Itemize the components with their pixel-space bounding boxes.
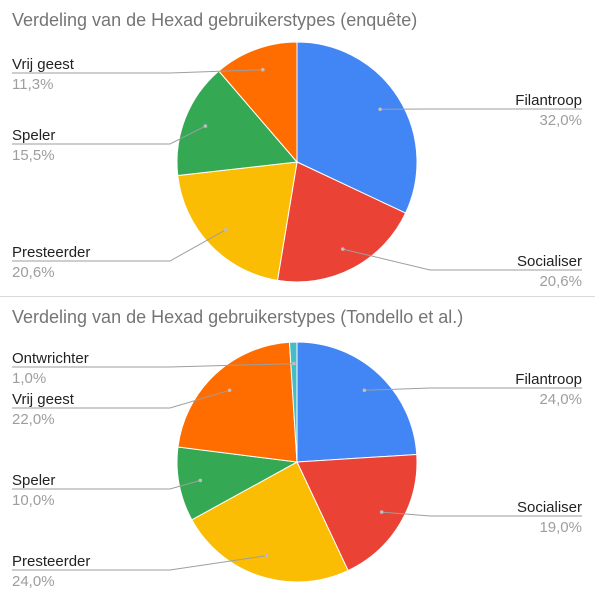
- leader-line: [342, 248, 582, 271]
- pie-chart-tondello: Verdeling van de Hexad gebruikerstypes (…: [0, 297, 595, 593]
- leader-line: [12, 229, 226, 262]
- slice-percent-label: 15,5%: [12, 147, 55, 164]
- slice-percent-label: 11,3%: [12, 76, 53, 93]
- chart-title: Verdeling van de Hexad gebruikerstypes (…: [12, 10, 418, 30]
- leader-dot: [379, 510, 384, 514]
- slice-name-label: Ontwrichter: [12, 350, 89, 367]
- leader-dot: [203, 124, 208, 128]
- slice-percent-label: 20,6%: [12, 264, 55, 281]
- slice-name-label: Socialiser: [517, 253, 582, 270]
- pie-label-ontwrichter: Ontwrichter 1,0%: [12, 350, 296, 387]
- pie-label-speler: Speler 15,5%: [12, 124, 208, 164]
- slice-percent-label: 10,0%: [12, 492, 55, 509]
- slice-percent-label: 20,6%: [539, 273, 582, 290]
- pie-svg: Vrij geest 11,3% Speler 15,5% Presteerder 20,…: [12, 41, 582, 290]
- leader-line: [12, 479, 201, 490]
- leader-line: [381, 511, 582, 517]
- pie-label-filantroop: Filantroop 32,0%: [378, 92, 582, 129]
- pie-slice-vrij-geest: [218, 41, 298, 164]
- leader-line: [12, 389, 230, 409]
- pie-slice-presteerder: [177, 161, 298, 281]
- leader-dot: [198, 478, 203, 483]
- leader-dot: [264, 553, 269, 558]
- pie-label-speler: Speler 10,0%: [12, 472, 203, 509]
- leader-line: [12, 363, 294, 368]
- leader-dot: [227, 388, 232, 393]
- leader-dot: [261, 67, 265, 72]
- chart-title: Verdeling van de Hexad gebruikerstypes (…: [12, 307, 464, 327]
- pie-chart-enquete: Verdeling van de Hexad gebruikerstypes (…: [0, 0, 595, 296]
- pie-slice-speler: [176, 446, 299, 521]
- leader-line: [12, 555, 267, 571]
- slice-percent-label: 22,0%: [12, 411, 55, 428]
- pie-slice-speler: [176, 70, 298, 177]
- pie-slice-filantroop: [296, 341, 418, 463]
- slice-name-label: Vrij geest: [12, 391, 75, 408]
- slice-percent-label: 19,0%: [539, 519, 582, 536]
- leader-dot: [292, 361, 296, 366]
- pie-label-presteerder: Presteerder 24,0%: [12, 553, 269, 590]
- slice-percent-label: 1,0%: [12, 370, 46, 387]
- slice-name-label: Speler: [12, 472, 55, 489]
- pie-slice-vrij-geest: [177, 341, 298, 463]
- pie-slice-ontwrichter: [288, 341, 298, 463]
- slice-name-label: Speler: [12, 127, 55, 144]
- leader-dot: [341, 247, 345, 251]
- pie-slice-socialiser: [296, 453, 418, 572]
- slice-percent-label: 32,0%: [539, 112, 582, 129]
- slice-percent-label: 24,0%: [12, 573, 55, 590]
- pie-label-filantroop: Filantroop 24,0%: [362, 371, 582, 408]
- leader-dot: [378, 107, 382, 112]
- pie-label-presteerder: Presteerder 20,6%: [12, 228, 228, 281]
- slice-name-label: Filantroop: [515, 92, 582, 109]
- leader-dot: [223, 228, 228, 232]
- leader-dot: [362, 388, 367, 393]
- pie-label-socialiser: Socialiser 19,0%: [379, 499, 582, 536]
- pie-label-vrij-geest: Vrij geest 11,3%: [12, 56, 265, 93]
- pie-slice-socialiser: [276, 161, 407, 283]
- slice-name-label: Presteerder: [12, 244, 90, 261]
- pie-slice-filantroop: [296, 41, 418, 214]
- slice-percent-label: 24,0%: [539, 391, 582, 408]
- pie-label-vrij-geest: Vrij geest 22,0%: [12, 388, 232, 428]
- slice-name-label: Vrij geest: [12, 56, 75, 73]
- pie-label-socialiser: Socialiser 20,6%: [341, 247, 582, 290]
- pie-svg: Ontwrichter 1,0% Vrij geest 22,0% Speler 10,0…: [12, 341, 582, 590]
- slice-name-label: Socialiser: [517, 499, 582, 516]
- slice-name-label: Filantroop: [515, 371, 582, 388]
- leader-line: [12, 125, 206, 145]
- slice-name-label: Presteerder: [12, 553, 90, 570]
- leader-line: [12, 69, 263, 74]
- leader-line: [364, 387, 582, 391]
- chart-divider: [0, 296, 595, 297]
- pie-slice-presteerder: [191, 461, 349, 583]
